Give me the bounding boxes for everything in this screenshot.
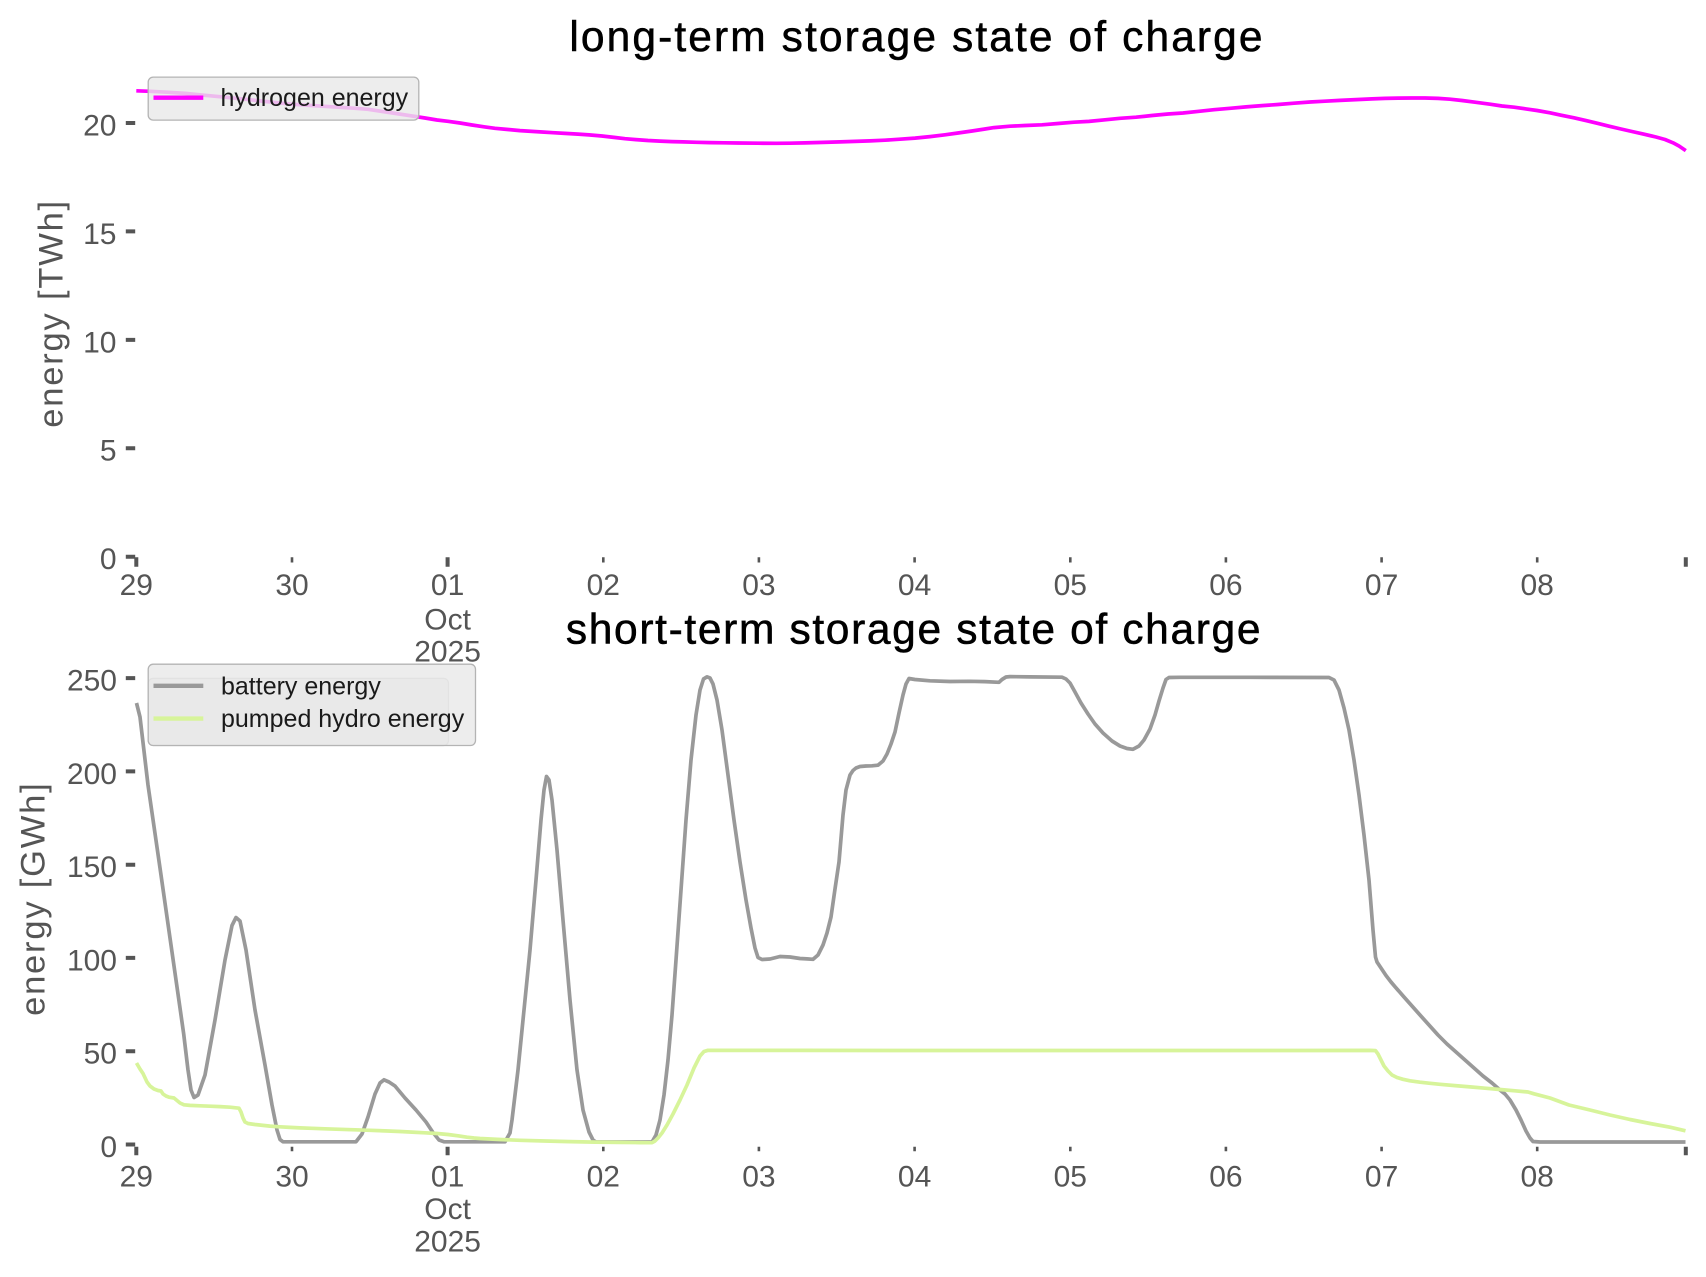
svg-text:Oct: Oct	[424, 1193, 471, 1226]
svg-text:10: 10	[83, 326, 116, 359]
svg-text:100: 100	[67, 944, 117, 977]
svg-text:long-term storage state of cha: long-term storage state of charge	[569, 14, 1264, 61]
svg-text:battery energy: battery energy	[221, 672, 381, 700]
svg-text:06: 06	[1209, 1161, 1242, 1194]
svg-text:energy [GWh]: energy [GWh]	[15, 781, 53, 1015]
svg-text:30: 30	[275, 569, 308, 602]
svg-text:04: 04	[898, 569, 931, 602]
svg-text:05: 05	[1054, 1161, 1087, 1194]
svg-text:29: 29	[120, 1161, 153, 1194]
svg-text:03: 03	[742, 1161, 775, 1194]
svg-text:0: 0	[100, 543, 117, 576]
svg-text:29: 29	[120, 569, 153, 602]
svg-text:07: 07	[1365, 1161, 1398, 1194]
svg-text:5: 5	[100, 435, 117, 468]
svg-text:energy [TWh]: energy [TWh]	[33, 199, 71, 428]
svg-text:250: 250	[67, 665, 117, 698]
svg-text:short-term storage state of ch: short-term storage state of charge	[566, 606, 1262, 653]
svg-text:02: 02	[587, 569, 620, 602]
svg-text:01: 01	[431, 569, 464, 602]
svg-text:pumped hydro energy: pumped hydro energy	[221, 705, 465, 733]
svg-text:04: 04	[898, 1161, 931, 1194]
svg-text:02: 02	[587, 1161, 620, 1194]
svg-text:06: 06	[1209, 569, 1242, 602]
svg-text:30: 30	[275, 1161, 308, 1194]
svg-text:2025: 2025	[414, 1226, 481, 1259]
svg-text:15: 15	[83, 218, 116, 251]
svg-text:Oct: Oct	[424, 604, 471, 637]
svg-text:08: 08	[1521, 1161, 1554, 1194]
svg-text:05: 05	[1054, 569, 1087, 602]
svg-text:03: 03	[742, 569, 775, 602]
svg-text:hydrogen energy: hydrogen energy	[221, 84, 409, 112]
svg-text:150: 150	[67, 851, 117, 884]
svg-text:08: 08	[1521, 569, 1554, 602]
svg-text:07: 07	[1365, 569, 1398, 602]
svg-text:200: 200	[67, 758, 117, 791]
svg-text:50: 50	[84, 1038, 117, 1071]
svg-text:0: 0	[100, 1131, 117, 1164]
svg-text:20: 20	[83, 109, 116, 142]
svg-text:2025: 2025	[414, 636, 481, 669]
svg-text:01: 01	[431, 1161, 464, 1194]
